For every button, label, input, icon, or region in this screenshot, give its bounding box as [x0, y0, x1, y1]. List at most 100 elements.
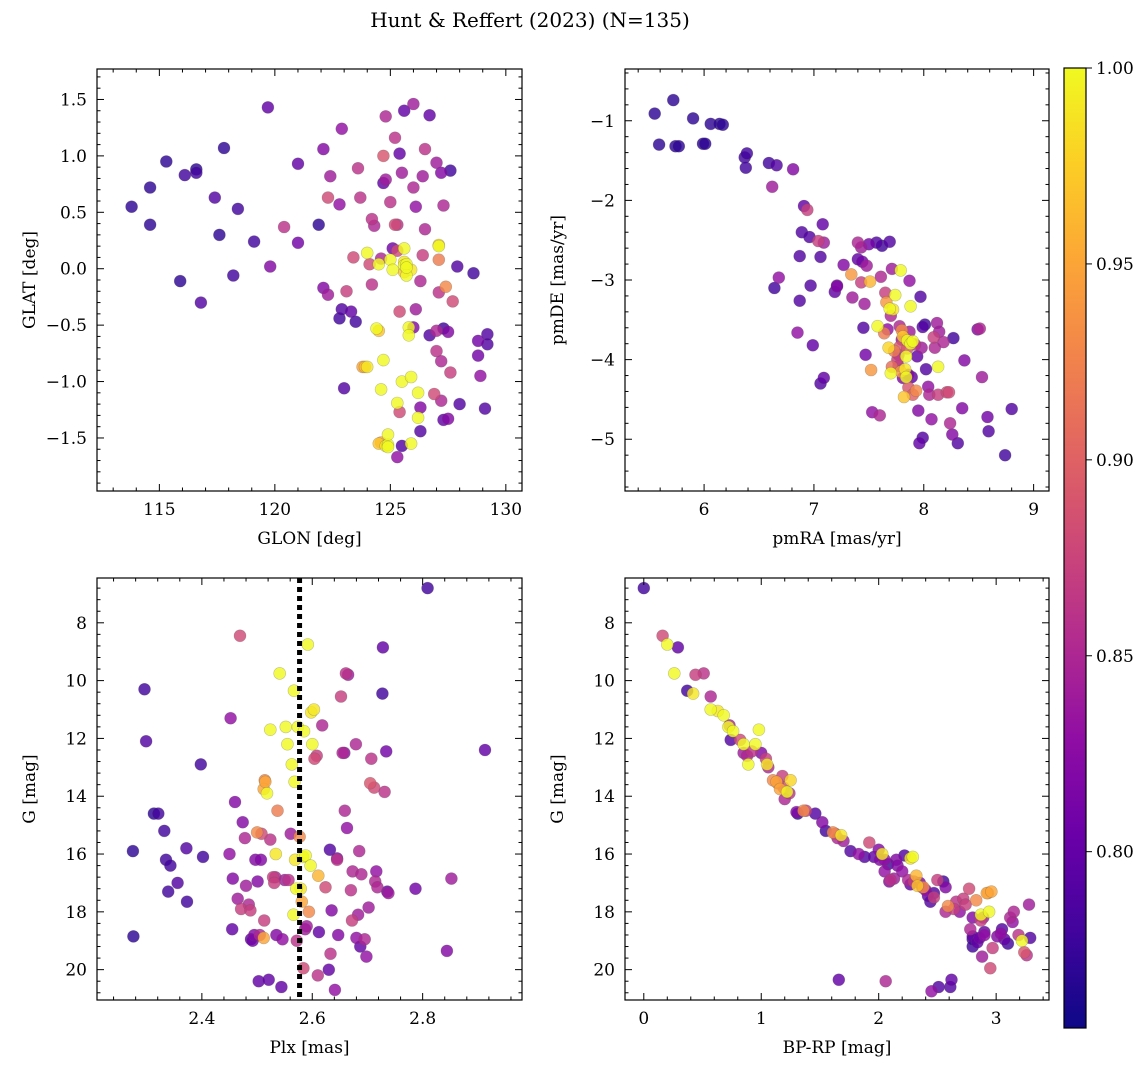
data-point [985, 885, 998, 898]
data-point [362, 901, 375, 914]
data-point [379, 110, 393, 123]
data-point [236, 815, 249, 829]
data-point [383, 195, 397, 209]
data-point [474, 369, 487, 383]
data-point [686, 112, 700, 125]
x-axis-label: Plx [mas] [269, 1038, 349, 1058]
data-point [180, 841, 193, 855]
data-point [323, 169, 337, 183]
data-point [879, 974, 893, 988]
data-point [250, 826, 264, 839]
y-tick-label: −3 [590, 271, 615, 291]
data-point [127, 930, 140, 943]
data-point [648, 107, 662, 120]
y-tick-label: 12 [593, 729, 615, 749]
data-point [365, 212, 379, 226]
data-point [325, 904, 338, 917]
data-point [333, 198, 346, 211]
points-proper-motion [648, 93, 1019, 462]
data-point [852, 847, 866, 861]
data-point [814, 250, 827, 264]
ticks-cmd [625, 578, 1049, 1000]
data-point [895, 865, 909, 878]
data-point [257, 931, 271, 945]
x-tick-label: 120 [259, 500, 291, 520]
data-point [143, 218, 157, 231]
data-point [390, 396, 404, 410]
data-point [152, 807, 165, 820]
data-point [931, 873, 944, 887]
y-tick-label: 14 [65, 787, 87, 807]
data-point [404, 437, 418, 450]
data-point [208, 191, 222, 204]
data-point [279, 720, 293, 734]
data-point [139, 734, 153, 748]
data-point [942, 385, 956, 399]
x-tick-label: 115 [143, 500, 175, 520]
data-point [355, 867, 368, 881]
data-point [704, 690, 718, 703]
data-point [982, 424, 995, 438]
data-point [317, 142, 330, 156]
data-point [349, 737, 363, 751]
data-point [916, 320, 930, 334]
data-point [914, 290, 927, 304]
data-point [409, 882, 422, 896]
data-point [263, 833, 277, 846]
data-point [194, 296, 208, 309]
data-point [906, 334, 920, 348]
data-point [740, 147, 754, 160]
x-tick-label: 2 [873, 1009, 884, 1029]
data-point [899, 370, 913, 384]
data-point [925, 984, 938, 998]
data-point [416, 248, 430, 262]
data-point [328, 983, 342, 997]
data-point [347, 251, 360, 264]
colorbar-tick-label: 0.90 [1096, 451, 1134, 471]
data-point [344, 305, 358, 318]
data-point [793, 294, 807, 308]
data-point [844, 268, 858, 281]
data-point [871, 319, 884, 333]
data-point [311, 969, 325, 982]
y-tick-label: 16 [593, 845, 615, 865]
data-point [859, 348, 872, 362]
data-point [884, 873, 897, 887]
x-tick-label: 6 [699, 500, 710, 520]
data-point [671, 641, 685, 654]
data-point [407, 181, 420, 194]
ticks-sky [97, 69, 522, 491]
panel-sky: 115 120 125 130 −1.5 −1.0 −0.5 0.0 0.5 1.0 1.5 GLON… [20, 68, 523, 549]
axes-frame [624, 577, 1050, 1001]
data-point [963, 922, 977, 936]
data-point [986, 941, 999, 955]
y-tick-label: −2 [590, 191, 615, 211]
data-point [397, 104, 411, 117]
data-point [404, 370, 418, 384]
data-point [834, 828, 848, 842]
data-point [360, 950, 373, 963]
data-point [196, 850, 210, 864]
data-point [351, 162, 365, 175]
data-point [225, 922, 239, 936]
data-point [904, 299, 917, 313]
data-point [888, 288, 902, 302]
data-point [770, 159, 783, 172]
data-point [364, 752, 378, 766]
data-point [811, 234, 825, 248]
x-tick-label: 130 [490, 500, 522, 520]
panel-proper-motion: 6 7 8 9 −5 −4 −3 −2 −1 pmRA [mas/yr] pmDE [mas/yr] [548, 68, 1050, 549]
data-point [340, 284, 353, 298]
data-point [791, 326, 804, 339]
x-axis-label: BP-RP [mag] [783, 1038, 892, 1058]
y-axis-label: G [mag] [20, 754, 40, 823]
data-point [291, 157, 305, 171]
data-point [336, 746, 349, 760]
data-point [793, 249, 807, 263]
data-point [194, 758, 208, 771]
data-point [267, 876, 281, 890]
data-point [717, 708, 731, 722]
data-point [158, 824, 171, 838]
data-point [780, 785, 794, 799]
